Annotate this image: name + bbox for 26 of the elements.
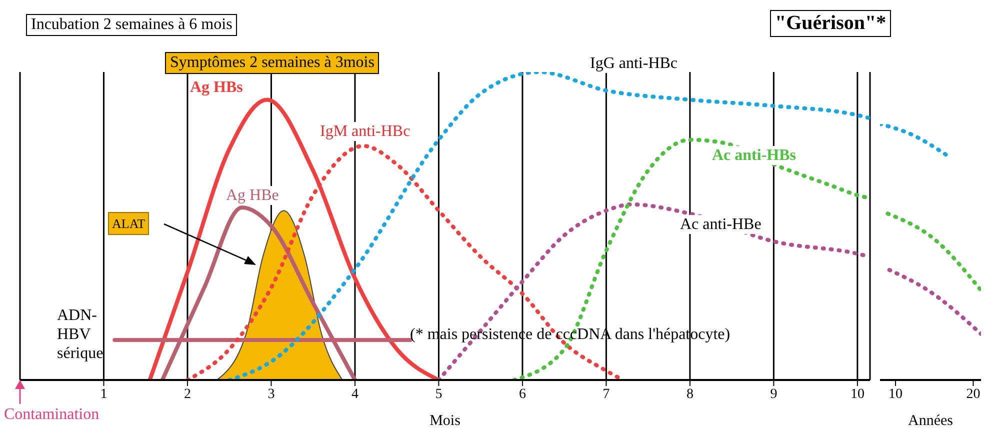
text: Symptômes 2 semaines à 3mois	[165, 52, 380, 74]
x-tick-label: 3	[268, 386, 275, 402]
x-tick-label: 4	[351, 386, 358, 402]
x-tick-label: 10	[850, 386, 864, 402]
series-label: Ag HBs	[190, 78, 243, 97]
series-label: Ac anti-HBs	[712, 146, 796, 165]
series-label: Ac anti-HBe	[680, 215, 762, 234]
text: Contamination	[4, 406, 100, 424]
x-tick-label: 9	[770, 386, 778, 402]
x-axis-title: Années	[908, 413, 954, 429]
series-label: IgG anti-HBc	[590, 54, 678, 73]
x-tick-label: 6	[518, 386, 526, 402]
text: ALAT	[108, 212, 150, 235]
series-label: Ag HBe	[226, 186, 279, 205]
series-label: ADN-HBV sérique	[57, 306, 104, 363]
x-tick-label: 1	[100, 386, 108, 402]
x-tick-label: 5	[435, 386, 442, 402]
x-tick-label: 20	[966, 386, 980, 402]
series-label: IgM anti-HBc	[320, 122, 410, 141]
x-tick-label: 10	[888, 386, 903, 402]
x-axis-title: Mois	[430, 413, 461, 429]
x-tick-label: 2	[184, 386, 191, 402]
text: "Guérison"*	[770, 10, 892, 37]
x-tick-label: 8	[686, 386, 694, 402]
text: Incubation 2 semaines à 6 mois	[26, 14, 238, 36]
x-tick-label: 7	[602, 386, 610, 402]
